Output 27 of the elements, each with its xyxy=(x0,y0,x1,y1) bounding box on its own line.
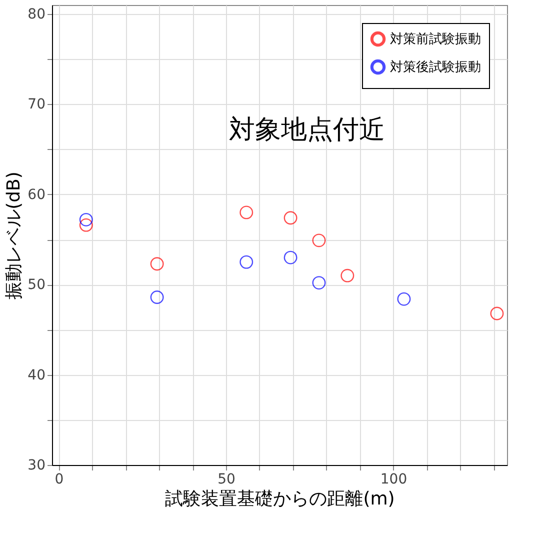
y-tick-label: 30 xyxy=(28,458,46,474)
point xyxy=(240,255,254,269)
point xyxy=(284,211,298,225)
y-axis-title: 振動レベル(dB) xyxy=(4,172,25,300)
legend-label: 対策前試験振動 xyxy=(390,31,481,47)
y-tick-label: 60 xyxy=(28,186,46,203)
point xyxy=(240,206,254,220)
y-tick-label: 50 xyxy=(28,277,46,294)
point xyxy=(397,292,411,306)
y-tick-label: 40 xyxy=(28,367,46,384)
point xyxy=(150,257,164,271)
x-tick-label: 100 xyxy=(380,472,408,488)
point xyxy=(79,212,93,226)
legend-label: 対策後試験振動 xyxy=(390,59,481,75)
y-tick-label: 70 xyxy=(28,96,46,113)
point xyxy=(340,268,354,282)
x-axis-title: 試験装置基礎からの距離(m) xyxy=(165,488,395,510)
point xyxy=(312,276,326,290)
point xyxy=(284,250,298,264)
y-tick-label: 80 xyxy=(28,6,46,23)
point xyxy=(150,290,164,304)
point xyxy=(79,218,93,232)
x-tick-label: 50 xyxy=(218,472,236,488)
point xyxy=(312,234,326,248)
point xyxy=(490,306,504,320)
x-tick-label: 0 xyxy=(54,472,64,488)
annotation: 対象地点付近 xyxy=(229,115,385,145)
